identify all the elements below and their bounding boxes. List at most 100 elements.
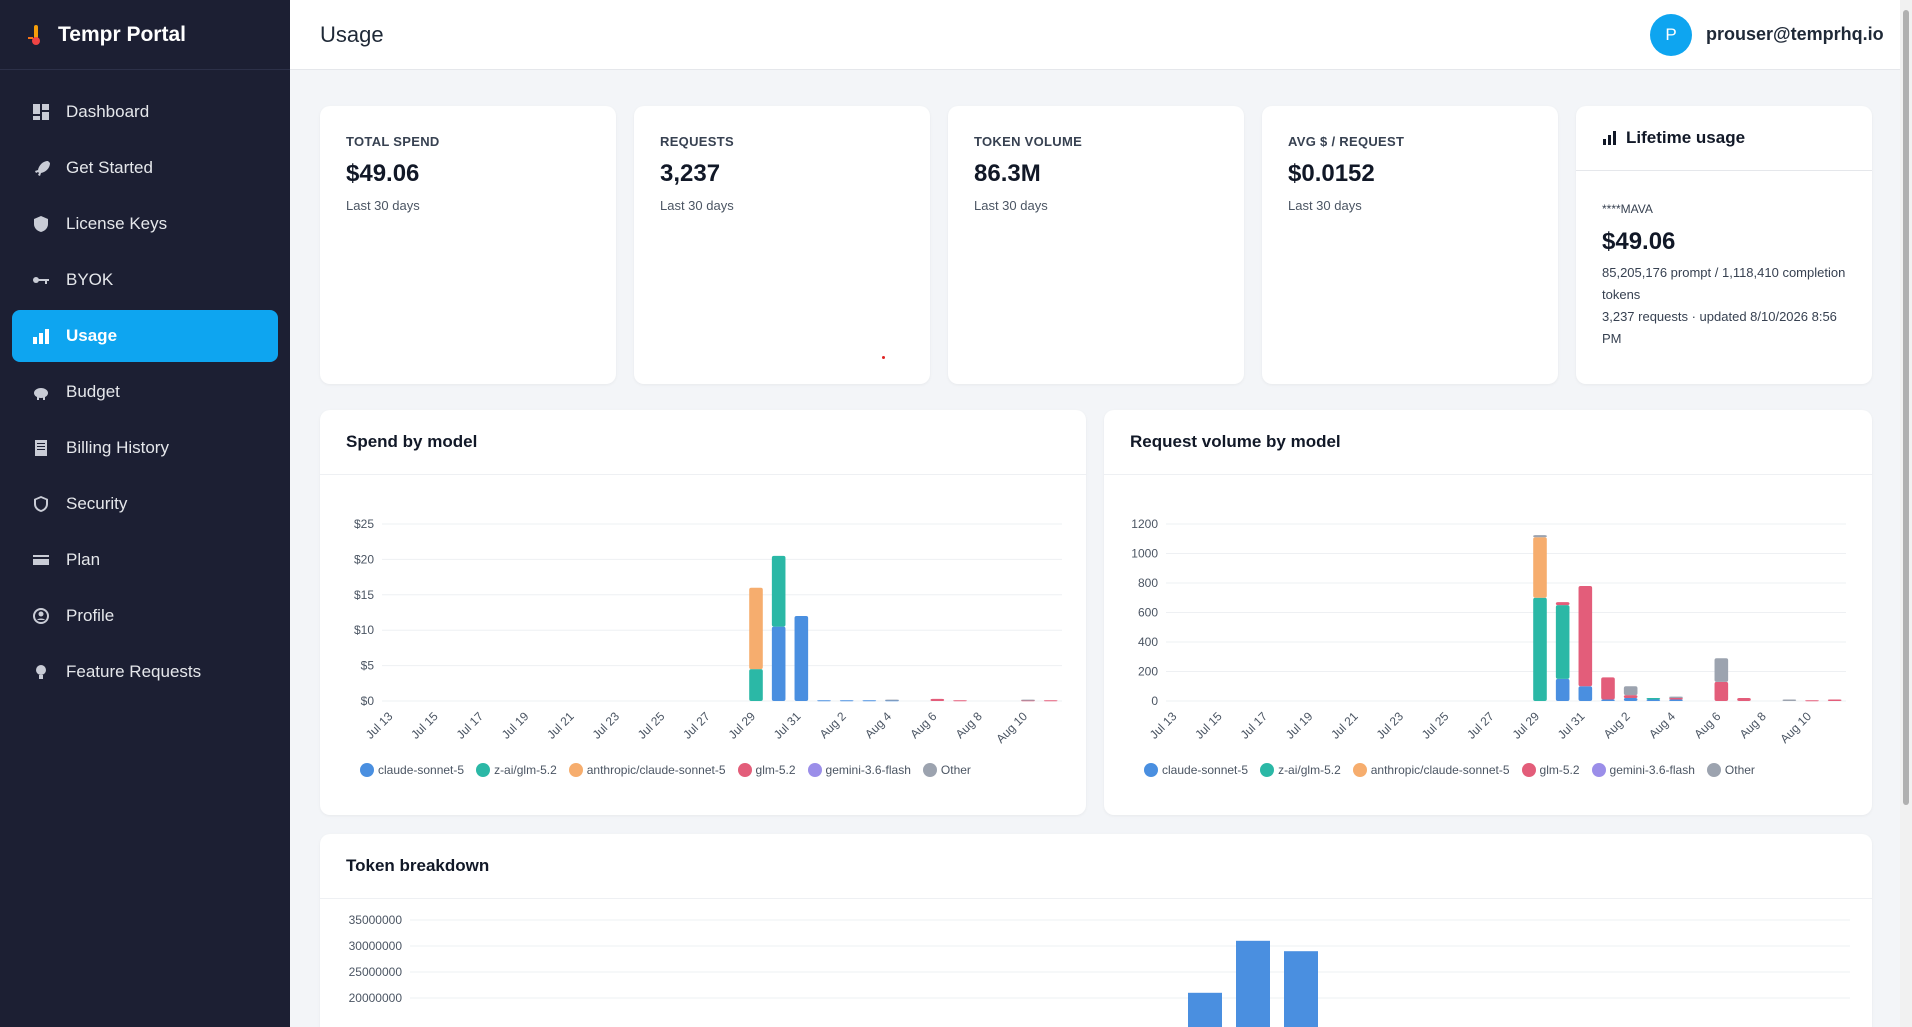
bar-segment[interactable] — [794, 616, 809, 701]
top-header: Usage P prouser@temprhq.io — [290, 0, 1912, 70]
dashboard-icon — [30, 101, 52, 123]
x-tick-label: Aug 4 — [1646, 709, 1678, 741]
bar-segment[interactable] — [1646, 699, 1661, 701]
bar-segment[interactable] — [1669, 698, 1683, 700]
sidebar-item-plan[interactable]: Plan — [12, 534, 278, 586]
bar-segment[interactable] — [1533, 535, 1547, 538]
sidebar-item-profile[interactable]: Profile — [12, 590, 278, 642]
sidebar: Tempr Portal Dashboard Get Started License… — [0, 0, 290, 1027]
bar-segment[interactable] — [1043, 700, 1058, 702]
y-tick-label: 35000000 — [349, 913, 403, 927]
legend-item[interactable]: z-ai/glm-5.2 — [476, 763, 557, 777]
sidebar-item-label: Usage — [66, 326, 118, 345]
legend-swatch — [476, 763, 491, 777]
x-tick-label: Jul 27 — [680, 709, 713, 742]
legend-item[interactable]: glm-5.2 — [737, 763, 796, 777]
bar-segment[interactable] — [1555, 678, 1570, 701]
legend-label: claude-sonnet-5 — [378, 763, 465, 777]
legend-item[interactable]: anthropic/claude-sonnet-5 — [1352, 763, 1510, 777]
bar-segment[interactable] — [1805, 700, 1819, 702]
bar-segment[interactable] — [1555, 605, 1570, 679]
bar-segment[interactable] — [1737, 698, 1751, 701]
bar-segment[interactable] — [1578, 585, 1593, 687]
sidebar-item-billing-history[interactable]: Billing History — [12, 422, 278, 474]
bar-segment[interactable] — [1669, 696, 1683, 699]
bar-segment[interactable] — [1646, 698, 1661, 700]
legend-item[interactable]: gemini-3.6-flash — [1591, 763, 1695, 777]
bar-segment[interactable] — [1533, 597, 1547, 701]
sidebar-item-byok[interactable]: BYOK — [12, 254, 278, 306]
x-tick-label: Jul 17 — [1238, 709, 1271, 742]
bar-segment[interactable] — [1236, 940, 1270, 1027]
bar-segment[interactable] — [1578, 686, 1593, 701]
y-tick-label: $5 — [361, 659, 375, 673]
legend-swatch — [568, 763, 583, 777]
bar-segment[interactable] — [862, 700, 877, 702]
bar-segment[interactable] — [749, 669, 763, 701]
sidebar-item-security[interactable]: Security — [12, 478, 278, 530]
sidebar-item-license-keys[interactable]: License Keys — [12, 198, 278, 250]
bar-segment[interactable] — [1714, 658, 1729, 682]
sidebar-item-budget[interactable]: Budget — [12, 366, 278, 418]
stray-dot — [882, 356, 885, 359]
legend-item[interactable]: anthropic/claude-sonnet-5 — [568, 763, 726, 777]
bar-segment[interactable] — [1284, 951, 1318, 1027]
legend-item[interactable]: glm-5.2 — [1521, 763, 1580, 777]
bar-segment[interactable] — [1601, 677, 1615, 700]
bar-segment[interactable] — [1827, 699, 1842, 701]
brand[interactable]: Tempr Portal — [0, 0, 290, 70]
receipt-icon — [30, 437, 52, 459]
page-scrollbar[interactable] — [1900, 0, 1912, 1027]
sidebar-item-feature-requests[interactable]: Feature Requests — [12, 646, 278, 698]
bar-segment[interactable] — [771, 626, 786, 701]
bar-segment[interactable] — [930, 698, 945, 701]
y-tick-label: 1000 — [1131, 547, 1158, 561]
bar-segment[interactable] — [953, 700, 967, 702]
bar-segment[interactable] — [1533, 537, 1547, 598]
lifetime-title-text: Lifetime usage — [1626, 128, 1746, 147]
legend-item[interactable]: claude-sonnet-5 — [1144, 763, 1248, 777]
x-tick-label: Aug 6 — [1691, 709, 1723, 741]
bar-segment[interactable] — [1669, 699, 1683, 701]
avatar[interactable]: P — [1650, 14, 1692, 56]
sidebar-item-label: Security — [66, 494, 128, 513]
stat-card-avg-per-request: AVG $ / REQUEST $0.0152 Last 30 days — [1262, 106, 1558, 384]
legend-item[interactable]: z-ai/glm-5.2 — [1260, 763, 1341, 777]
thermometer-logo-icon — [28, 24, 40, 45]
y-tick-label: 20000000 — [349, 991, 403, 1005]
bar-segment[interactable] — [1188, 992, 1222, 1027]
bar-segment[interactable] — [885, 699, 899, 701]
legend-item[interactable]: claude-sonnet-5 — [360, 763, 464, 777]
bar-segment[interactable] — [1555, 602, 1570, 606]
sidebar-item-get-started[interactable]: Get Started — [12, 142, 278, 194]
bar-segment[interactable] — [1782, 699, 1797, 701]
bar-segment[interactable] — [1601, 699, 1615, 701]
bar-segment[interactable] — [817, 700, 831, 702]
scrollbar-thumb[interactable] — [1903, 10, 1909, 805]
legend-item[interactable]: Other — [922, 763, 971, 777]
user-email[interactable]: prouser@temprhq.io — [1706, 24, 1884, 44]
bar-segment[interactable] — [1623, 698, 1638, 701]
sidebar-item-usage[interactable]: Usage — [12, 310, 278, 362]
legend-item[interactable]: gemini-3.6-flash — [807, 763, 911, 777]
bar-segment[interactable] — [1623, 686, 1638, 696]
x-tick-label: Jul 25 — [1419, 709, 1452, 742]
stat-value: $0.0152 — [1288, 160, 1375, 187]
bar-segment[interactable] — [839, 700, 854, 702]
bar-segment[interactable] — [771, 555, 786, 627]
stat-sub: Last 30 days — [1288, 198, 1362, 213]
bar-segment[interactable] — [1623, 695, 1638, 699]
bar-segment[interactable] — [1714, 681, 1729, 701]
sidebar-item-label: Billing History — [66, 438, 169, 457]
legend-swatch — [807, 763, 822, 777]
x-tick-label: Aug 8 — [1737, 709, 1769, 741]
bar-segment[interactable] — [749, 587, 763, 670]
legend-item[interactable]: Other — [1706, 763, 1755, 777]
x-tick-label: Jul 29 — [726, 709, 759, 742]
chart-legend: claude-sonnet-5 z-ai/glm-5.2 anthropic/cla… — [360, 763, 983, 777]
sidebar-item-dashboard[interactable]: Dashboard — [12, 86, 278, 138]
shield-check-icon — [30, 493, 52, 515]
y-tick-label: 800 — [1138, 576, 1158, 590]
x-tick-label: Jul 15 — [408, 709, 441, 742]
bar-segment[interactable] — [1021, 699, 1035, 701]
